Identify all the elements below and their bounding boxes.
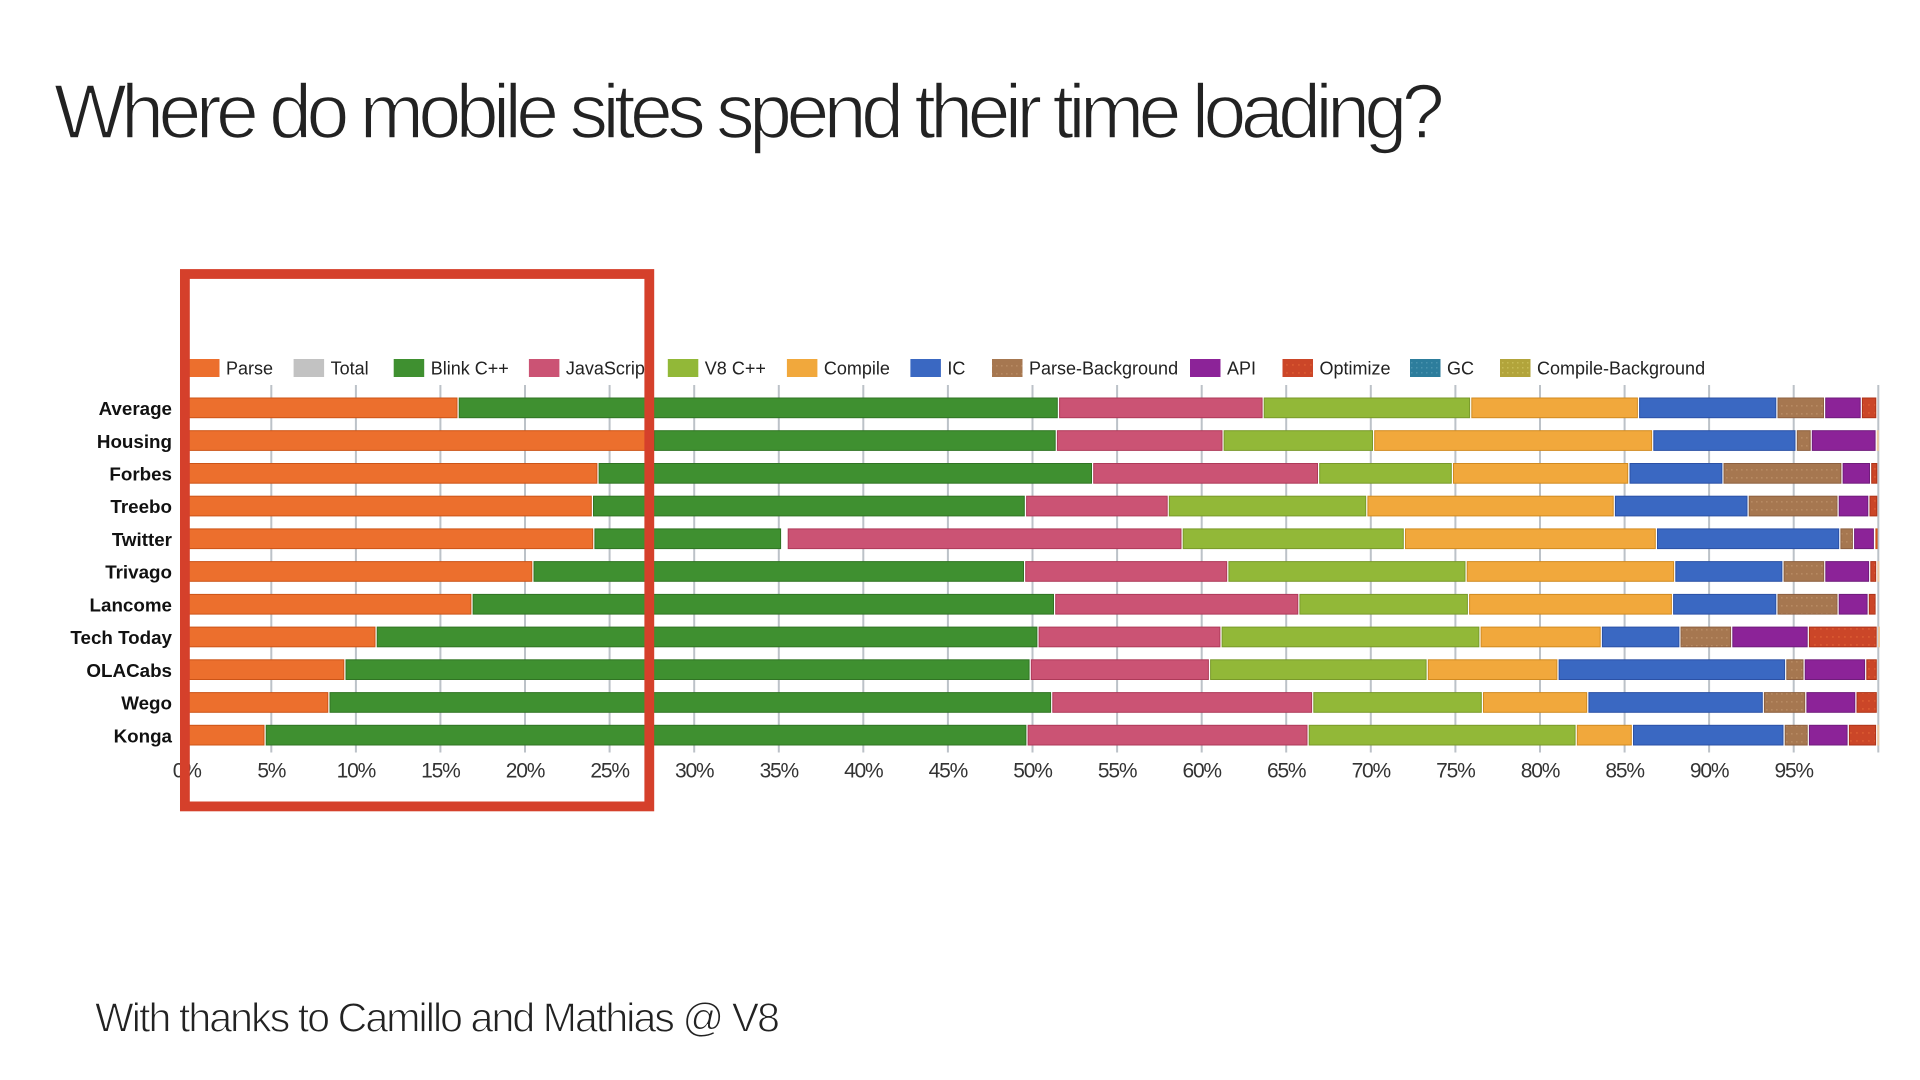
svg-text:JavaScript: JavaScript <box>566 359 650 379</box>
svg-text:GC: GC <box>1447 359 1474 379</box>
svg-text:OLACabs: OLACabs <box>86 660 172 681</box>
svg-text:Trivago: Trivago <box>105 562 172 583</box>
svg-text:Blink C++: Blink C++ <box>431 359 509 379</box>
svg-text:Housing: Housing <box>97 431 172 452</box>
svg-text:75%: 75% <box>1436 760 1475 783</box>
svg-text:45%: 45% <box>929 760 968 783</box>
svg-text:40%: 40% <box>844 760 883 783</box>
svg-text:55%: 55% <box>1098 760 1137 783</box>
svg-text:60%: 60% <box>1182 760 1221 783</box>
svg-text:35%: 35% <box>760 760 799 783</box>
svg-text:IC: IC <box>947 359 965 379</box>
svg-text:85%: 85% <box>1605 760 1644 783</box>
svg-text:90%: 90% <box>1690 760 1729 783</box>
svg-text:Where do mobile sites spend th: Where do mobile sites spend their time l… <box>54 69 1442 155</box>
svg-text:Compile: Compile <box>824 359 890 379</box>
svg-text:API: API <box>1227 359 1256 379</box>
svg-text:80%: 80% <box>1521 760 1560 783</box>
svg-text:25%: 25% <box>590 760 629 783</box>
svg-text:95%: 95% <box>1774 760 1813 783</box>
svg-text:Parse-Background: Parse-Background <box>1029 359 1178 379</box>
svg-text:Optimize: Optimize <box>1320 359 1391 379</box>
svg-text:30%: 30% <box>675 760 714 783</box>
svg-text:15%: 15% <box>421 760 460 783</box>
svg-text:Compile-Background: Compile-Background <box>1537 359 1705 379</box>
svg-text:Lancome: Lancome <box>90 594 172 615</box>
svg-text:Treebo: Treebo <box>110 496 172 517</box>
svg-text:20%: 20% <box>506 760 545 783</box>
svg-text:Wego: Wego <box>121 693 172 714</box>
svg-text:Tech Today: Tech Today <box>70 627 172 648</box>
svg-text:70%: 70% <box>1352 760 1391 783</box>
svg-text:Parse: Parse <box>226 359 273 379</box>
svg-text:Average: Average <box>99 398 172 419</box>
svg-text:Forbes: Forbes <box>109 464 172 485</box>
svg-text:5%: 5% <box>257 760 285 783</box>
svg-text:With thanks to Camillo and Mat: With thanks to Camillo and Mathias @ V8 <box>95 995 779 1041</box>
svg-text:Total: Total <box>331 359 369 379</box>
svg-text:Konga: Konga <box>114 725 173 746</box>
svg-text:V8 C++: V8 C++ <box>705 359 766 379</box>
svg-text:10%: 10% <box>337 760 376 783</box>
svg-text:65%: 65% <box>1267 760 1306 783</box>
svg-text:Twitter: Twitter <box>112 529 173 550</box>
svg-text:50%: 50% <box>1013 760 1052 783</box>
